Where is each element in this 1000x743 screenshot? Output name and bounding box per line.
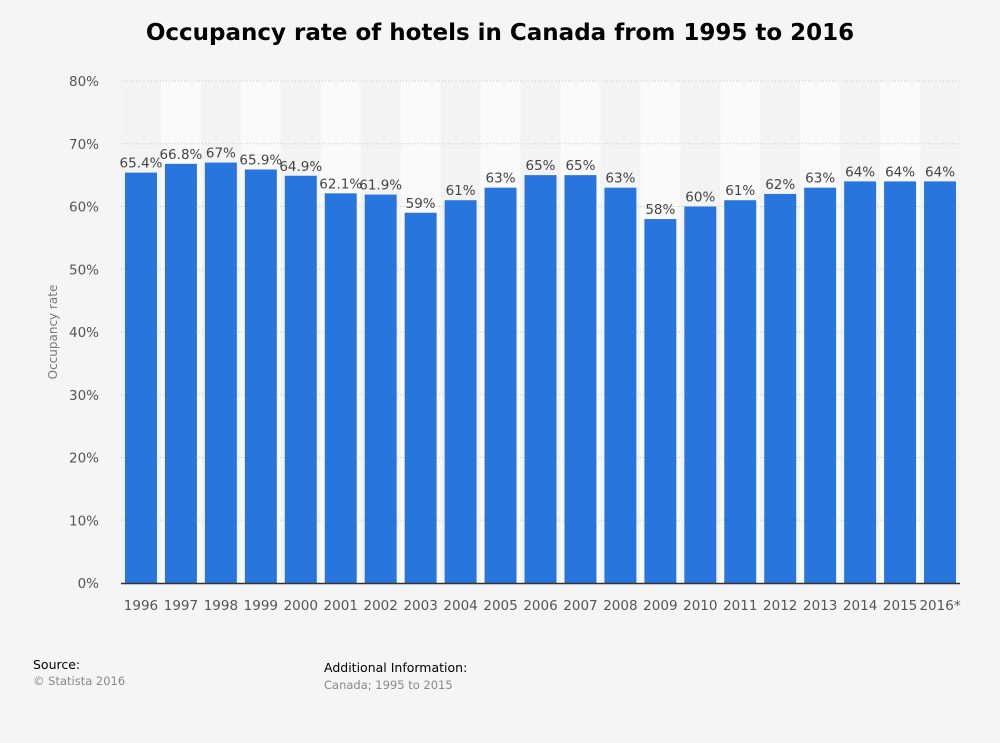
bar [404,212,437,583]
x-tick-label: 2011 [723,598,757,614]
data-label: 63% [605,171,635,187]
data-label: 65.4% [120,156,163,172]
data-label: 59% [406,196,436,212]
bar [364,194,397,583]
y-tick-label: 50% [69,262,99,278]
y-tick-label: 10% [69,513,99,529]
x-tick-label: 2000 [284,598,318,614]
bar [484,187,517,584]
x-tick-label: 2001 [324,598,358,614]
bar [844,181,877,583]
x-tick-label: 2015 [883,598,917,614]
bar [124,172,157,584]
y-tick-label: 60% [69,200,99,216]
data-label: 62.1% [319,176,362,192]
y-tick-label: 0% [78,576,100,592]
x-tick-label: 2013 [803,598,837,614]
x-axis-ticks: 1996 1997 1998 1999 2000 2001 2002 2003 2004 2005… [124,598,961,614]
data-label: 66.8% [159,147,202,163]
data-label: 60% [685,190,715,206]
data-label: 67% [206,146,236,162]
bars [124,162,957,584]
bar [884,181,917,583]
y-tick-label: 80% [69,74,99,90]
bar [724,200,757,583]
bar [244,169,277,584]
x-tick-label: 1997 [164,598,198,614]
x-tick-label: 2016* [919,598,960,614]
x-tick-label: 2006 [523,598,557,614]
bar [444,200,477,583]
data-label: 62% [765,177,795,193]
x-tick-label: 2002 [364,598,398,614]
bar [924,181,957,583]
x-tick-label: 1998 [204,598,238,614]
data-label: 61% [725,183,755,199]
x-tick-label: 2010 [683,598,717,614]
data-label: 64% [885,164,915,180]
x-tick-label: 1999 [244,598,278,614]
source-heading: Source: [33,657,81,672]
x-tick-label: 2004 [443,598,477,614]
x-tick-label: 2003 [403,598,437,614]
bar [604,187,637,584]
bar [644,219,677,584]
bar [804,187,837,584]
data-label: 64% [925,164,955,180]
chart-title: Occupancy rate of hotels in Canada from … [145,20,855,46]
y-axis-ticks: 0% 10% 20% 30% 40% 50% 60% 70% 80% [69,74,99,592]
x-tick-label: 1996 [124,598,158,614]
x-tick-label: 2005 [483,598,517,614]
source-text: © Statista 2016 [33,674,126,688]
data-labels: 65.4%66.8% 67% 65.9%64.9%62.1%61.9%59% 61% 6… [120,146,956,218]
bar [204,162,237,583]
data-label: 65% [525,158,555,174]
data-label: 63% [486,171,516,187]
bar [284,175,317,583]
data-label: 65% [565,158,595,174]
additional-info-heading: Additional Information: [324,660,468,675]
bar [164,163,197,583]
x-tick-label: 2008 [603,598,637,614]
data-label: 61% [446,183,476,199]
y-tick-label: 20% [69,451,99,467]
x-tick-label: 2007 [563,598,597,614]
bar-chart: 0% 10% 20% 30% 40% 50% 60% 70% 80% 65.4%66.8% 67%… [46,74,961,614]
additional-info-text: Canada; 1995 to 2015 [324,678,453,692]
data-label: 63% [805,171,835,187]
data-label: 61.9% [359,178,402,194]
data-label: 65.9% [239,152,282,168]
y-tick-label: 70% [69,137,99,153]
y-tick-label: 40% [69,325,99,341]
bar [524,175,557,583]
y-axis-label: Occupancy rate [46,285,60,380]
data-label: 64% [845,164,875,180]
bar [564,175,597,583]
x-tick-label: 2014 [843,598,877,614]
data-label: 58% [645,202,675,218]
bar [684,206,717,583]
bar [324,193,357,583]
bar [764,193,797,583]
x-tick-label: 2009 [643,598,677,614]
y-tick-label: 30% [69,388,99,404]
data-label: 64.9% [279,159,322,175]
x-tick-label: 2012 [763,598,797,614]
